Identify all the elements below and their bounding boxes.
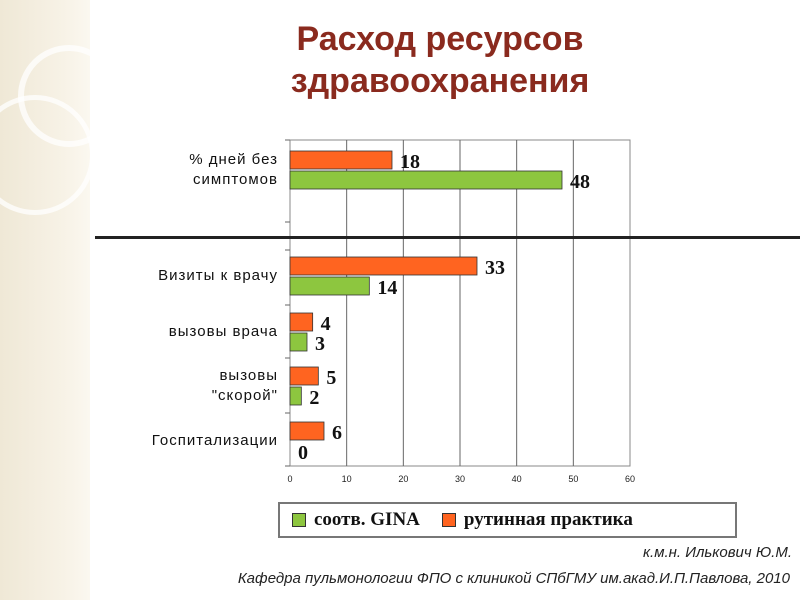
data-label: 5 bbox=[326, 367, 336, 389]
category-label-line: Визиты к врачу bbox=[158, 267, 278, 284]
x-tick-label: 0 bbox=[287, 474, 292, 484]
bar-routine bbox=[289, 256, 478, 276]
category-label-line: симптомов bbox=[193, 171, 278, 188]
data-label: 33 bbox=[485, 257, 505, 279]
title-line: Расход ресурсов bbox=[296, 20, 584, 58]
data-label: 18 bbox=[400, 151, 420, 173]
legend-item-gina: соотв. GINA bbox=[292, 509, 420, 531]
legend-label-routine: рутинная практика bbox=[463, 509, 633, 530]
data-label: 14 bbox=[377, 277, 397, 299]
bar-routine bbox=[289, 366, 319, 386]
department-credit: Кафедра пульмонологии ФПО с клиникой СПб… bbox=[237, 570, 790, 587]
data-label: 3 bbox=[315, 333, 325, 355]
divider-line bbox=[95, 236, 800, 239]
category-label: Визиты к врачу bbox=[158, 266, 278, 286]
legend: соотв. GINA рутинная практика bbox=[278, 502, 737, 538]
category-label-line: вызовы врача bbox=[168, 323, 278, 340]
author-credit: к.м.н. Илькович Ю.М. bbox=[642, 544, 792, 561]
category-label-line: "скорой" bbox=[211, 387, 278, 404]
legend-label-gina: соотв. GINA bbox=[314, 509, 420, 530]
x-tick-label: 30 bbox=[455, 474, 465, 484]
data-label: 0 bbox=[298, 442, 308, 464]
bar-gina bbox=[289, 332, 308, 352]
category-label: вызовы "скорой" bbox=[212, 366, 278, 406]
category-label: Госпитализации bbox=[152, 431, 278, 451]
bar-routine bbox=[289, 150, 393, 170]
legend-swatch-gina bbox=[292, 513, 306, 527]
category-label-line: Госпитализации bbox=[151, 432, 278, 449]
data-label: 4 bbox=[321, 313, 331, 335]
data-label: 48 bbox=[570, 171, 590, 193]
x-tick-label: 60 bbox=[625, 474, 635, 484]
x-tick-label: 50 bbox=[568, 474, 578, 484]
decorative-ring bbox=[0, 95, 95, 215]
category-label: % дней без симптомов bbox=[189, 150, 278, 190]
legend-swatch-routine bbox=[441, 513, 456, 527]
legend-item-routine: рутинная практика bbox=[441, 509, 633, 531]
slide-title: Расход ресурсов здравоохранения bbox=[160, 18, 720, 102]
category-label-line: % дней без bbox=[189, 151, 278, 168]
bar-routine bbox=[289, 312, 314, 332]
title-line: здравоохранения bbox=[290, 62, 590, 100]
bar-routine bbox=[289, 421, 325, 441]
x-tick-label: 10 bbox=[342, 474, 352, 484]
category-label-line: вызовы bbox=[219, 367, 278, 384]
x-tick-label: 40 bbox=[512, 474, 522, 484]
bar-gina bbox=[289, 170, 563, 190]
category-label: вызовы врача bbox=[169, 322, 278, 342]
bar-gina bbox=[289, 386, 302, 406]
bar-gina bbox=[289, 276, 370, 296]
x-tick-label: 20 bbox=[398, 474, 408, 484]
data-label: 2 bbox=[309, 387, 319, 409]
data-label: 6 bbox=[332, 422, 342, 444]
